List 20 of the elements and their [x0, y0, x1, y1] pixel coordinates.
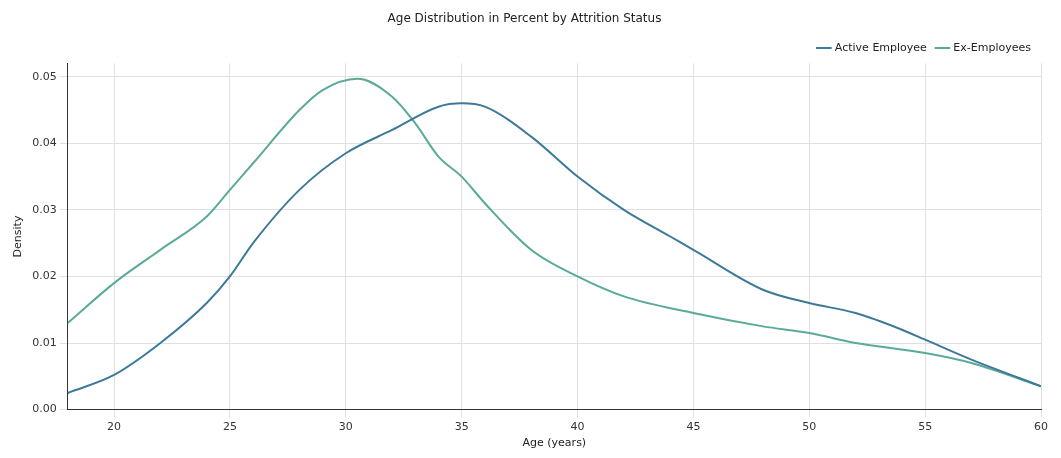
x-axis-title: Age (years) [522, 436, 587, 450]
x-tick-label: 55 [918, 420, 933, 434]
chart-title: Age Distribution in Percent by Attrition Status [387, 11, 662, 26]
y-tick-label: 0.02 [32, 269, 57, 283]
y-tick-label: 0.00 [32, 402, 57, 416]
x-tick-label: 25 [222, 420, 237, 434]
y-tick-label: 0.01 [32, 335, 57, 349]
legend-label: Active Employee [834, 40, 928, 54]
x-tick-label: 35 [454, 420, 469, 434]
x-tick-label: 60 [1034, 420, 1048, 434]
x-tick-label: 30 [338, 420, 353, 434]
y-axis-title: Density [11, 215, 25, 258]
x-tick-label: 20 [107, 420, 122, 434]
legend-label: Ex-Employees [953, 40, 1032, 54]
x-tick-label: 45 [686, 420, 701, 434]
x-tick-label: 40 [570, 420, 585, 434]
x-tick-label: 50 [802, 420, 817, 434]
y-tick-label: 0.04 [32, 136, 57, 150]
y-tick-label: 0.03 [32, 202, 57, 216]
y-tick-label: 0.05 [32, 69, 57, 83]
